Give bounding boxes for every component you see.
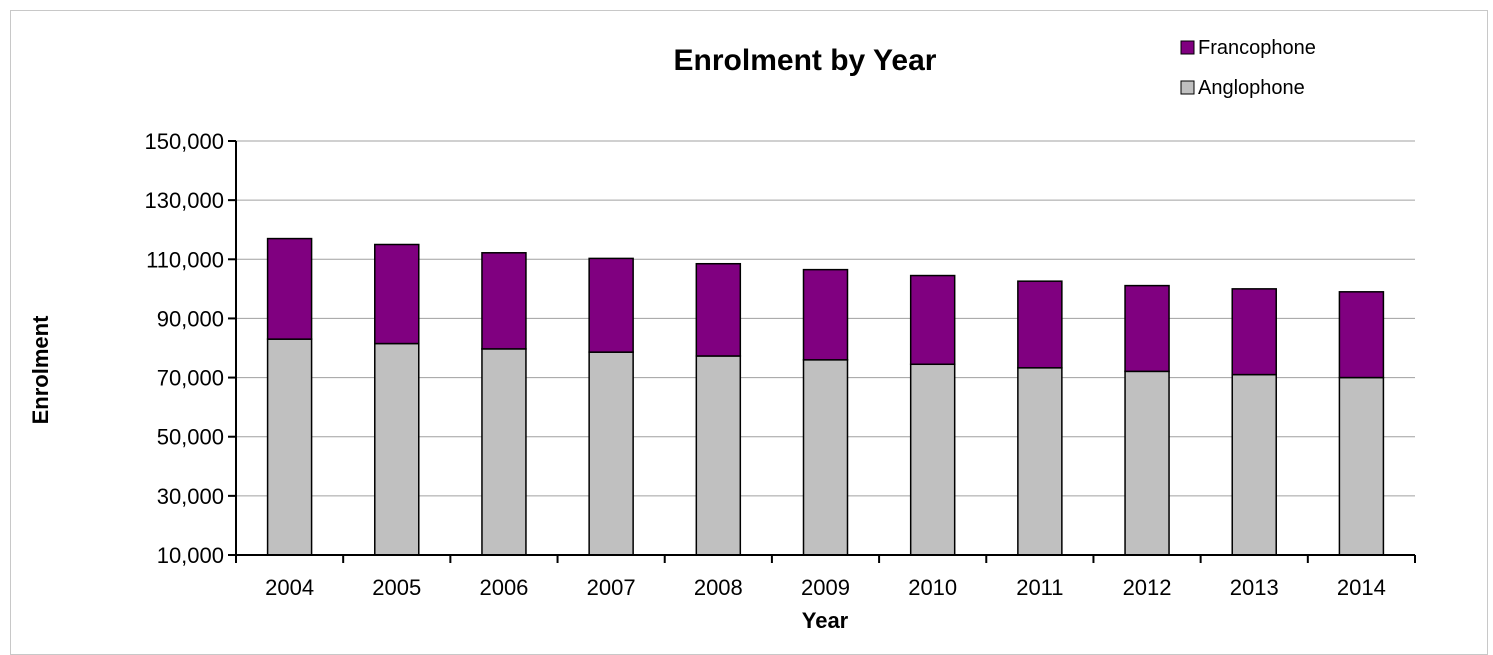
bar-francophone-2004 [266, 237, 313, 340]
x-tick-label: 2005 [372, 575, 421, 600]
bar-francophone-2010 [909, 274, 956, 366]
tick-labels: 10,000 30,000 50,000 70,000 90,000 110,000 130… [144, 129, 1385, 600]
legend: Francophone Anglophone [1180, 37, 1316, 99]
y-tick-label: 70,000 [157, 366, 224, 391]
y-tick-label: 30,000 [157, 484, 224, 509]
axes [228, 140, 1416, 563]
bar-anglophone-2006 [481, 348, 527, 556]
y-tick-label: 90,000 [157, 306, 224, 331]
chart-title: Enrolment by Year [674, 44, 937, 77]
bar-francophone-2005 [374, 243, 420, 345]
y-axis-title: Enrolment [28, 315, 53, 424]
bar-anglophone-2010 [909, 363, 956, 556]
x-tick-label: 2007 [587, 575, 636, 600]
bar-anglophone-2007 [588, 351, 634, 556]
bar-francophone-2006 [481, 252, 527, 350]
bar-francophone-2012 [1124, 284, 1170, 373]
bar-francophone-2013 [1231, 288, 1277, 376]
legend-label-francophone: Francophone [1198, 37, 1316, 59]
x-tick-label: 2006 [479, 575, 528, 600]
legend-swatch-francophone [1180, 40, 1195, 55]
bar-francophone-2007 [588, 257, 634, 353]
y-tick-label: 150,000 [144, 129, 224, 154]
bar-anglophone-2013 [1231, 373, 1277, 556]
bar-francophone-2009 [802, 268, 849, 361]
bar-anglophone-2011 [1017, 367, 1063, 556]
x-axis-title: Year [802, 608, 849, 633]
gridlines [236, 140, 1415, 497]
x-tick-label: 2013 [1230, 575, 1279, 600]
x-tick-label: 2004 [265, 575, 314, 600]
x-tick-label: 2012 [1123, 575, 1172, 600]
x-tick-label: 2010 [908, 575, 957, 600]
bar-francophone-2008 [695, 262, 742, 357]
bar-anglophone-2008 [695, 355, 742, 556]
x-tick-label: 2009 [801, 575, 850, 600]
bar-anglophone-2012 [1124, 370, 1170, 556]
x-tick-label: 2014 [1337, 575, 1386, 600]
bar-francophone-2014 [1338, 291, 1385, 379]
bar-francophone-2011 [1017, 280, 1063, 369]
bar-anglophone-2009 [802, 359, 849, 556]
bars [266, 237, 1385, 556]
legend-label-anglophone: Anglophone [1198, 77, 1305, 99]
x-tick-label: 2008 [694, 575, 743, 600]
y-tick-label: 50,000 [157, 425, 224, 450]
bar-anglophone-2004 [266, 338, 313, 556]
x-tick-label: 2011 [1016, 575, 1063, 600]
bar-anglophone-2005 [374, 342, 420, 556]
bar-anglophone-2014 [1338, 376, 1385, 556]
y-tick-label: 10,000 [157, 543, 224, 568]
legend-swatch-anglophone [1180, 80, 1195, 95]
y-tick-label: 130,000 [144, 188, 224, 213]
y-tick-label: 110,000 [146, 247, 224, 272]
